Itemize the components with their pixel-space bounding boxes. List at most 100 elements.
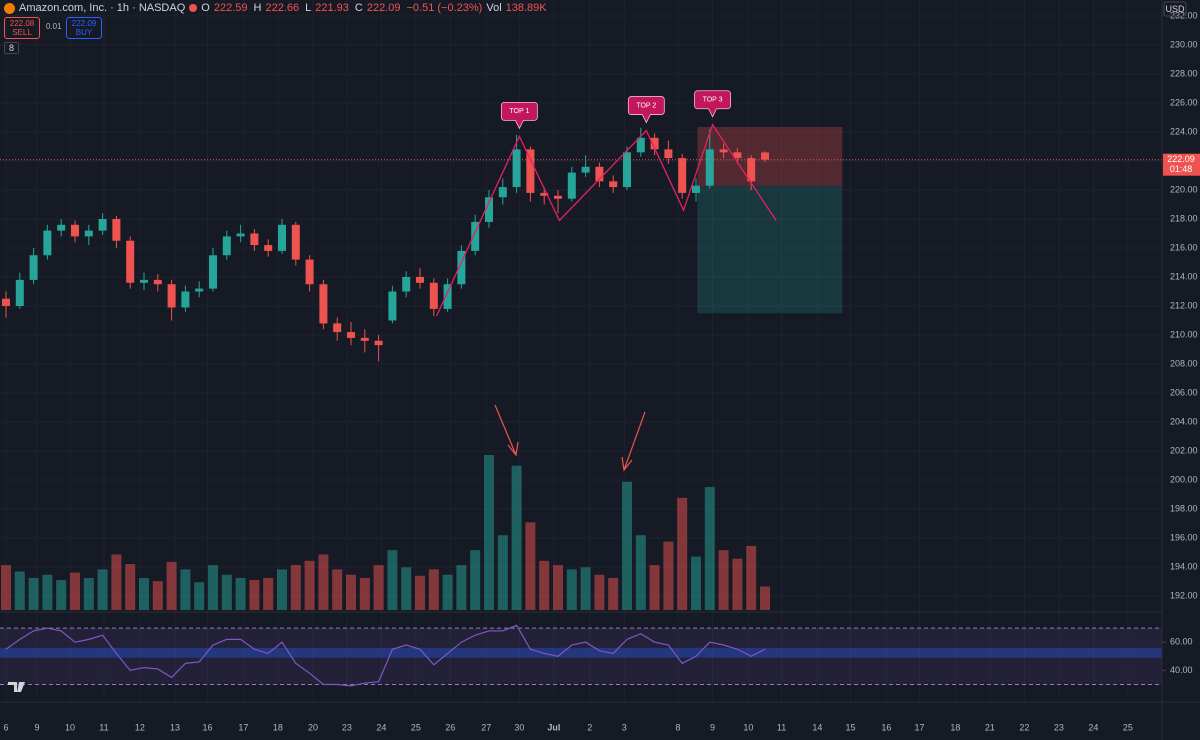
volume-bar xyxy=(428,569,439,610)
volume-bar xyxy=(691,556,701,610)
y-tick-label: 196.00 xyxy=(1170,532,1198,542)
y-tick-label: 204.00 xyxy=(1170,416,1198,426)
symbol[interactable]: Amazon.com, Inc. · 1h · NASDAQ xyxy=(19,2,186,14)
x-tick-label: 20 xyxy=(308,722,318,732)
volume-bar xyxy=(608,577,619,610)
candle-body xyxy=(333,323,342,333)
ohlc-label: C xyxy=(354,2,363,14)
candle-body xyxy=(498,187,507,198)
x-tick-label: 3 xyxy=(622,722,627,732)
candle-body xyxy=(57,224,66,231)
candle-body xyxy=(347,332,355,338)
candle-body xyxy=(140,279,148,283)
candle-body xyxy=(360,337,369,341)
y-tick-label: 202.00 xyxy=(1170,445,1198,455)
candle-body xyxy=(264,245,273,251)
vol-label: Vol xyxy=(486,2,502,14)
volume-bar xyxy=(442,574,453,610)
volume-bar xyxy=(277,569,287,610)
x-tick-label: 11 xyxy=(99,722,108,732)
y-tick-label: 214.00 xyxy=(1170,271,1198,281)
candle-body xyxy=(250,233,259,246)
candle-body xyxy=(595,166,604,182)
volume-bar xyxy=(635,535,646,610)
currency[interactable]: USD xyxy=(1165,4,1185,14)
badge[interactable]: 8 xyxy=(4,42,20,54)
volume-bar xyxy=(760,586,770,610)
arrow xyxy=(621,411,646,472)
x-tick-label: 23 xyxy=(1054,722,1064,732)
candle-body xyxy=(733,152,742,159)
sell-button[interactable]: 222.08 SELL xyxy=(4,17,40,39)
candle-body xyxy=(429,282,438,309)
volume-bar xyxy=(539,560,550,610)
volume-bar xyxy=(525,522,536,610)
candle-body xyxy=(222,236,231,256)
volume-bar xyxy=(677,497,688,610)
volume-bar xyxy=(152,581,163,610)
x-tick-label: 13 xyxy=(170,722,180,732)
status-dot xyxy=(189,4,198,12)
x-tick-label: 14 xyxy=(812,722,822,732)
x-tick-label: 17 xyxy=(238,722,248,732)
header: Amazon.com, Inc. · 1h · NASDAQ O 222.59 H 2… xyxy=(4,2,547,14)
arrows xyxy=(494,404,646,472)
x-tick-label: 9 xyxy=(710,722,715,732)
volume-bar xyxy=(359,577,370,610)
candle-body xyxy=(374,340,383,346)
volume-bar xyxy=(125,564,136,610)
candle-body xyxy=(278,224,286,251)
y-tick-label: 210.00 xyxy=(1170,329,1198,339)
y-tick-label: 230.00 xyxy=(1170,39,1198,49)
volume-bar xyxy=(746,545,757,610)
candle-body xyxy=(761,152,769,160)
candle-body xyxy=(471,221,480,251)
volume-bar xyxy=(456,565,467,610)
y-tick-label: 200.00 xyxy=(1170,474,1198,484)
volume-bar xyxy=(401,567,412,610)
candle-body xyxy=(209,255,217,289)
candle-body xyxy=(609,181,618,188)
candle-body xyxy=(485,197,493,222)
candle-body xyxy=(747,158,756,182)
buy-label: BUY xyxy=(75,28,93,37)
ohlc-value: 221.93 xyxy=(315,2,349,14)
candle-body xyxy=(705,149,714,186)
rsi-line xyxy=(5,624,766,687)
candle-body xyxy=(623,152,631,188)
rsi-midband xyxy=(0,647,1162,658)
candle-body xyxy=(567,172,576,199)
candle-body xyxy=(540,192,549,196)
candle-body xyxy=(153,279,162,285)
candle-body xyxy=(126,240,135,283)
x-tick-label: 16 xyxy=(881,722,891,732)
volume-bar xyxy=(42,574,53,610)
volume-bar xyxy=(180,569,191,610)
ohlc-value: 222.59 xyxy=(213,2,248,14)
x-tick-label: Jul xyxy=(547,722,560,732)
buy-button[interactable]: 222.09 BUY xyxy=(66,17,102,39)
volume-bar xyxy=(346,574,356,610)
y-tick-label: 218.00 xyxy=(1170,213,1198,223)
candle-body xyxy=(84,230,93,237)
volume-bar xyxy=(553,565,563,610)
candle-body xyxy=(195,288,204,292)
x-tick-label: 18 xyxy=(273,722,283,732)
candle-body xyxy=(581,166,590,173)
y-tick-label: 220.00 xyxy=(1170,184,1198,194)
sell-price: 222.08 xyxy=(9,19,35,28)
logo xyxy=(8,682,25,692)
ohlc: O 222.59 H 222.66 L 221.93 C 222.09 xyxy=(201,2,402,14)
candle-body xyxy=(692,185,700,193)
callout-label: TOP 1 xyxy=(509,108,529,115)
candle-body xyxy=(98,219,107,231)
volume-bar xyxy=(70,572,80,610)
candle-body xyxy=(236,233,245,237)
x-tick-label: 30 xyxy=(514,722,524,732)
volume-bar xyxy=(14,571,25,610)
callout xyxy=(694,90,731,118)
x-tick-label: 15 xyxy=(846,722,856,732)
volume-bar xyxy=(470,550,481,610)
volume-bar xyxy=(304,560,315,610)
y-tick-label: 216.00 xyxy=(1170,242,1198,252)
